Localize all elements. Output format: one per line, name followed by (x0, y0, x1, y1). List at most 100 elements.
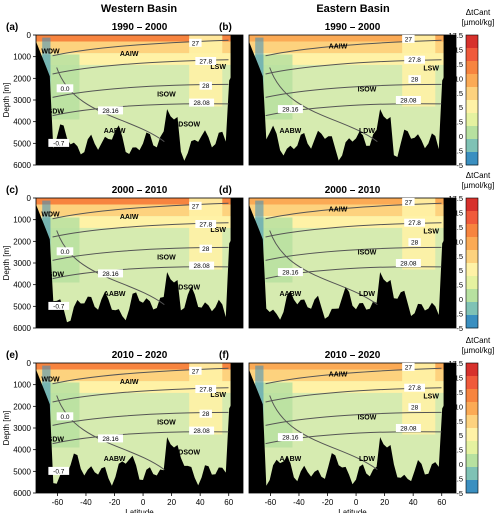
isopycnal-label: -0.7 (53, 303, 65, 310)
isopycnal-line (269, 230, 378, 306)
isopycnal-label-box (189, 201, 202, 210)
north-patch (189, 363, 223, 435)
isopycnal-label: 28.16 (102, 108, 119, 115)
colorbar-swatch (466, 224, 478, 238)
isopycnal-label-box (199, 409, 212, 418)
isopycnal-label-box (277, 268, 303, 277)
north-wall (230, 198, 243, 328)
y-axis-label: Depth [m] (2, 411, 11, 446)
water-mass-label: LSW (210, 64, 226, 71)
colorbar-tick-label: 15 (455, 45, 463, 54)
water-mass-label: LDW (359, 291, 375, 298)
water-mass-label: LSW (210, 392, 226, 399)
colorbar-swatch (466, 61, 478, 75)
isopycnal-label-box (402, 362, 415, 371)
x-tick-label: 60 (224, 498, 233, 507)
water-mass-label: WDW (41, 377, 60, 384)
colorbar-tick-label: 2.5 (453, 118, 463, 127)
panel-period: 2010 – 2020 (112, 350, 168, 361)
x-tick-label: 0 (141, 498, 146, 507)
isopycnal-label-box (277, 433, 303, 442)
isopycnal-label: 27.8 (408, 57, 421, 64)
colorbar-swatch (466, 454, 478, 468)
colorbar-swatch (466, 100, 478, 114)
water-mass-label: WSDW (41, 436, 64, 443)
y-tick-label: 2000 (13, 237, 31, 246)
surface-band (249, 35, 456, 42)
isopycnal-label: 0.0 (60, 414, 69, 421)
panel-b: (b) 1990 – 2000 AAIW LSW ISOW AABW LDW 27 27.8 28… (219, 22, 457, 166)
water-mass-label: AAIW (120, 379, 139, 386)
isopycnal-label-box (56, 247, 74, 256)
isopycnal-label: 27.8 (199, 222, 212, 229)
colorbar-unit: [µmol/kg] (462, 18, 495, 27)
y-tick-label: 6000 (13, 324, 31, 333)
water-mass-label: ISOW (157, 255, 176, 262)
water-mass-label: LSW (423, 229, 439, 236)
y-tick-label: 6000 (13, 489, 31, 498)
isopycnal-label-box (404, 55, 425, 64)
x-tick-label: -60 (52, 498, 64, 507)
colorbar-tick-label: 0 (459, 460, 463, 469)
isopycnal-label: 28.16 (102, 271, 119, 278)
colorbar-tick-label: 10 (455, 237, 463, 246)
colorbar-tick-label: 10 (455, 74, 463, 83)
water-mass-label: LSW (423, 394, 439, 401)
panel-f: (f) 2010 – 2020 AAIW LSW ISOW AABW LDW 27 27.8 28… (219, 350, 457, 513)
seafloor-bathymetry (249, 204, 456, 328)
isopycnal-label-box (56, 412, 74, 421)
colorbar-swatch (466, 467, 478, 481)
north-patch (402, 363, 436, 435)
isopycnal-label: 27 (192, 40, 200, 47)
colorbar-swatch (466, 415, 478, 429)
panel-a: (a) 1990 – 2000 WDW AAIW LSW ISOW WSDW AABW DSOW… (2, 22, 244, 170)
x-tick-label: 40 (409, 498, 418, 507)
colorbar-swatch (466, 441, 478, 455)
colorbar-tick-label: -2.5 (450, 147, 463, 156)
colorbar-swatch (466, 113, 478, 127)
water-mass-label: DSOW (178, 449, 200, 456)
isopycnal-label-box (404, 218, 425, 227)
y-tick-label: 5000 (13, 139, 31, 148)
north-patch (189, 198, 223, 270)
y-tick-label: 3000 (13, 259, 31, 268)
isopycnal-label: 28.16 (282, 107, 299, 114)
panel-letter: (d) (219, 185, 232, 196)
upper-band (36, 204, 243, 217)
north-wall (230, 35, 243, 165)
colorbar-tick-label: -5 (456, 489, 463, 498)
isopycnal-label: 27.8 (199, 59, 212, 66)
y-tick-label: 0 (27, 359, 32, 368)
column-titles: Western Basin Eastern Basin (101, 3, 390, 15)
panel-letter: (c) (6, 185, 18, 196)
colorbar-tick-label: 7.5 (453, 89, 463, 98)
isopycnal-label: 27.8 (199, 387, 212, 394)
north-patch (402, 35, 436, 107)
colorbar-tick-label: -5 (456, 324, 463, 333)
colorbar-swatch (466, 363, 478, 377)
seafloor-bathymetry (36, 204, 243, 328)
water-mass-label: DSOW (178, 121, 200, 128)
y-tick-label: 4000 (13, 281, 31, 290)
isopycnal-label: 27.8 (408, 385, 421, 392)
panel-frame (248, 34, 457, 166)
water-mass-label: AAIW (329, 43, 348, 50)
x-axis-label: Latitude (338, 508, 367, 513)
colorbar-tick-label: 5 (459, 266, 463, 275)
x-axis-label: Latitude (125, 508, 154, 513)
y-tick-label: 2000 (13, 402, 31, 411)
colorbar-swatch (466, 289, 478, 303)
isopycnal-label-box (395, 424, 421, 432)
water-mass-label: LSW (423, 66, 439, 73)
isopycnal-label-box (48, 301, 70, 310)
water-mass-label: LDW (359, 128, 375, 135)
isopycnal-label: 28.16 (282, 270, 299, 277)
panel-d: (d) 2000 – 2010 AAIW LSW ISOW AABW LDW 27 27.8 28… (219, 185, 457, 329)
thermocline-band (36, 53, 243, 65)
panel-period: 1990 – 2000 (325, 22, 381, 33)
y-tick-label: 0 (27, 194, 32, 203)
panel-period: 2010 – 2020 (325, 350, 381, 361)
water-mass-label: AAIW (120, 214, 139, 221)
colorbar-swatch (466, 87, 478, 101)
